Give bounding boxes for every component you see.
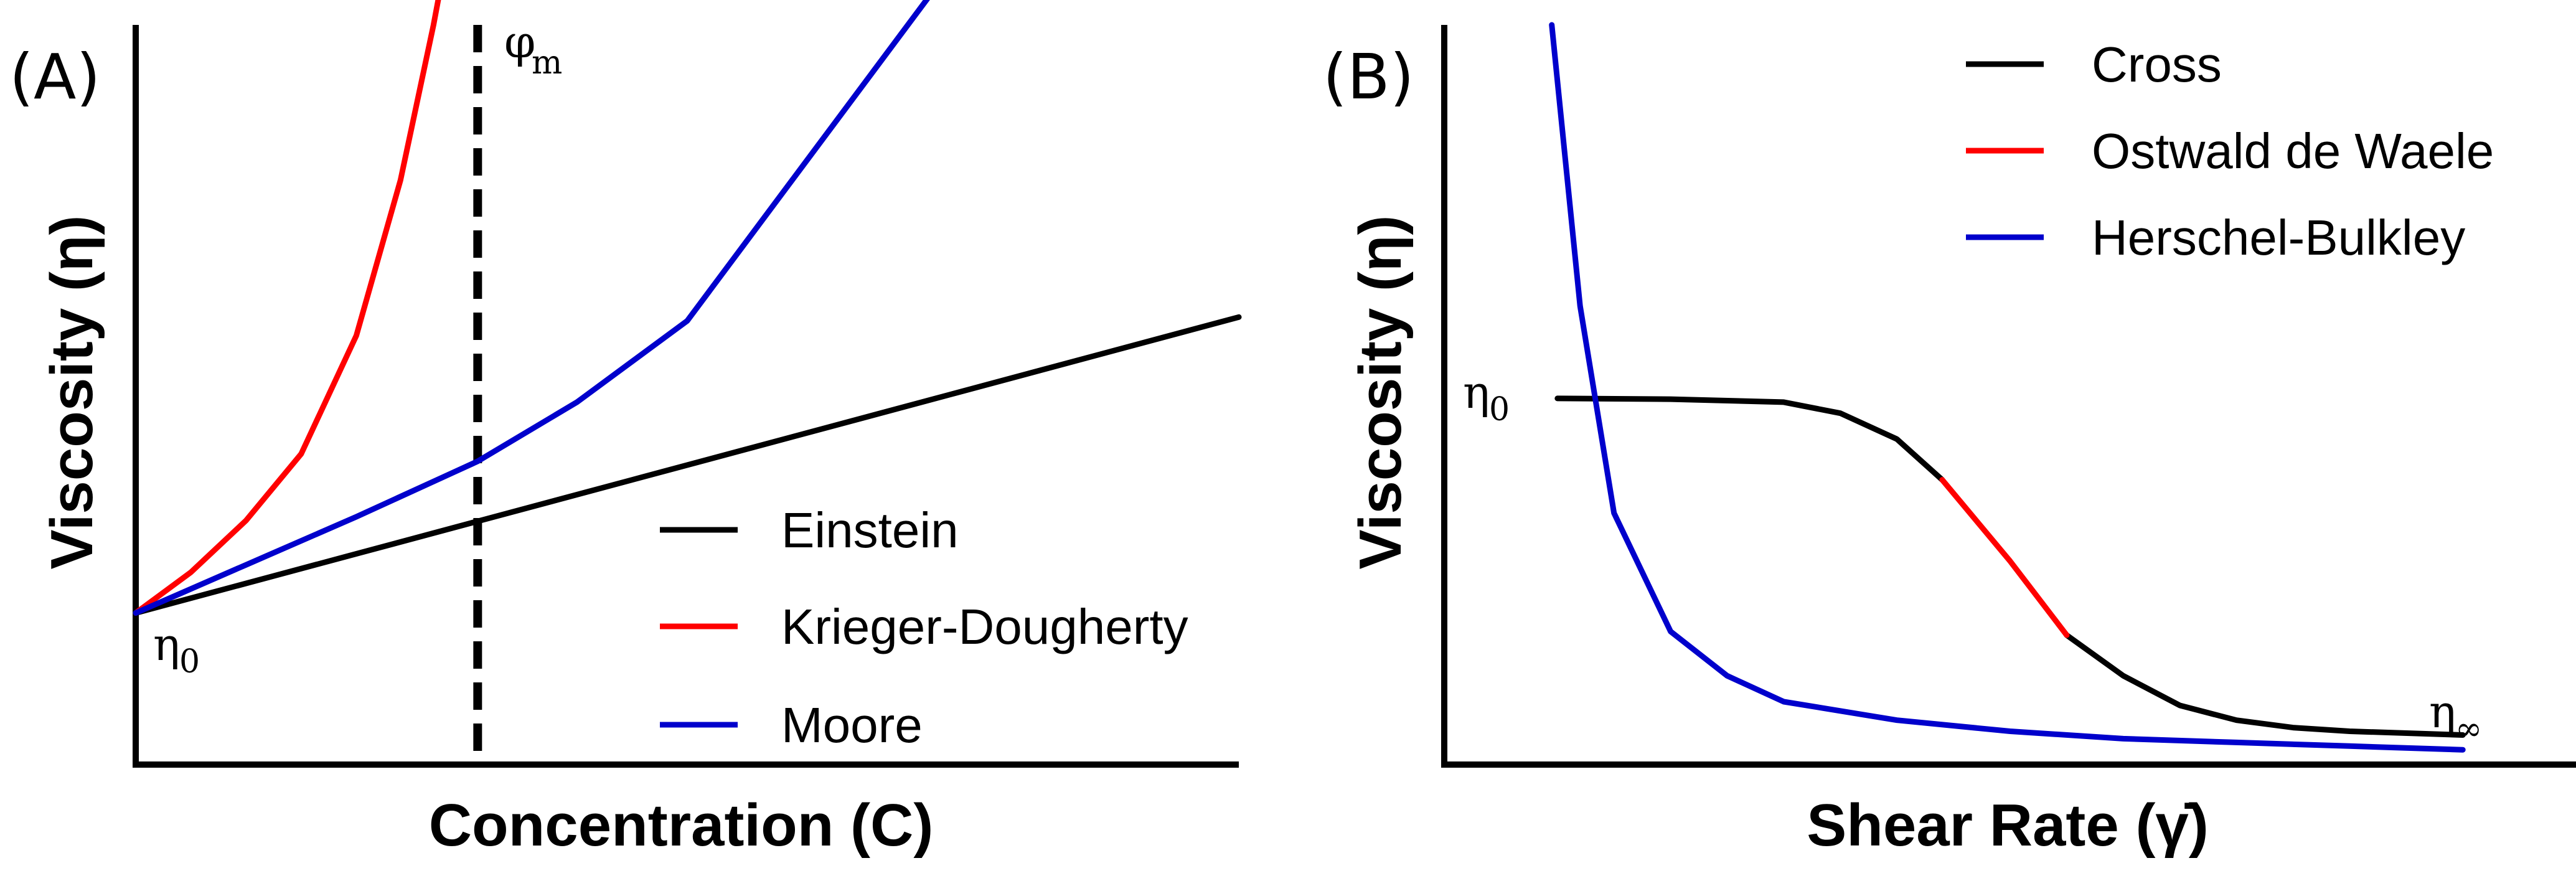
legend-label-krieger-dougherty: Krieger-Dougherty [781,599,1188,654]
panel-a-x-axis-title: Concentration (C) [429,792,934,859]
legend-entry-einstein: Einstein [660,502,959,558]
legend-label-herschel-bulkley: Herschel-Bulkley [2092,210,2465,265]
eta-infinity-annotation: η ∞ [2429,686,2482,748]
legend-label-einstein: Einstein [781,502,959,558]
panel-a-y-axis-title: Viscosity (η) [39,215,105,569]
ostwald-de-waele-line [1939,477,2070,638]
legend-label-moore: Moore [781,697,923,753]
eta-zero-subscript-a: 0 [179,643,200,681]
panel-a: (A) Concentration (C) Viscosity (η) φ m … [9,0,1242,859]
legend-entry-moore: Moore [660,697,923,753]
eta-zero-annotation-b: η 0 [1463,366,1510,428]
cross-line-upper [1554,395,1945,483]
panel-a-label: (A) [9,40,100,113]
legend-entry-herschel-bulkley: Herschel-Bulkley [1966,210,2465,265]
legend-label-ostwald-de-waele: Ostwald de Waele [2092,123,2494,179]
phi-max-annotation: φ m [504,16,562,82]
einstein-line [133,314,1242,616]
eta-infinity-symbol: η [2429,686,2456,738]
moore-line [133,0,930,616]
eta-zero-symbol-b: η [1463,366,1490,418]
legend-entry-ostwald-de-waele: Ostwald de Waele [1966,123,2494,179]
legend-label-cross: Cross [2092,37,2222,92]
panel-b-y-axis-title: Viscosity (η) [1347,215,1414,569]
krieger-dougherty-line [133,0,441,616]
phi-max-subscript: m [532,44,562,82]
eta-zero-annotation-a: η 0 [153,618,200,681]
panel-b: (B) Shear Rate (γ̇) Viscosity (η) η 0 η … [1323,22,2576,859]
herschel-bulkley-line [1549,22,2466,753]
panel-b-label: (B) [1323,40,1414,113]
eta-zero-symbol-a: η [153,618,180,671]
legend-entry-cross: Cross [1966,37,2222,92]
panel-b-x-axis-title: Shear Rate (γ̇) [1807,792,2209,859]
eta-infinity-subscript: ∞ [2455,710,2482,748]
eta-zero-subscript-b: 0 [1489,391,1510,428]
phi-max-symbol: φ [504,16,535,68]
cross-line-lower [2064,632,2466,738]
panel-a-legend: Einstein Krieger-Dougherty Moore [660,502,1188,753]
panel-b-legend: Cross Ostwald de Waele Herschel-Bulkley [1966,37,2494,265]
legend-entry-krieger-dougherty: Krieger-Dougherty [660,599,1188,654]
